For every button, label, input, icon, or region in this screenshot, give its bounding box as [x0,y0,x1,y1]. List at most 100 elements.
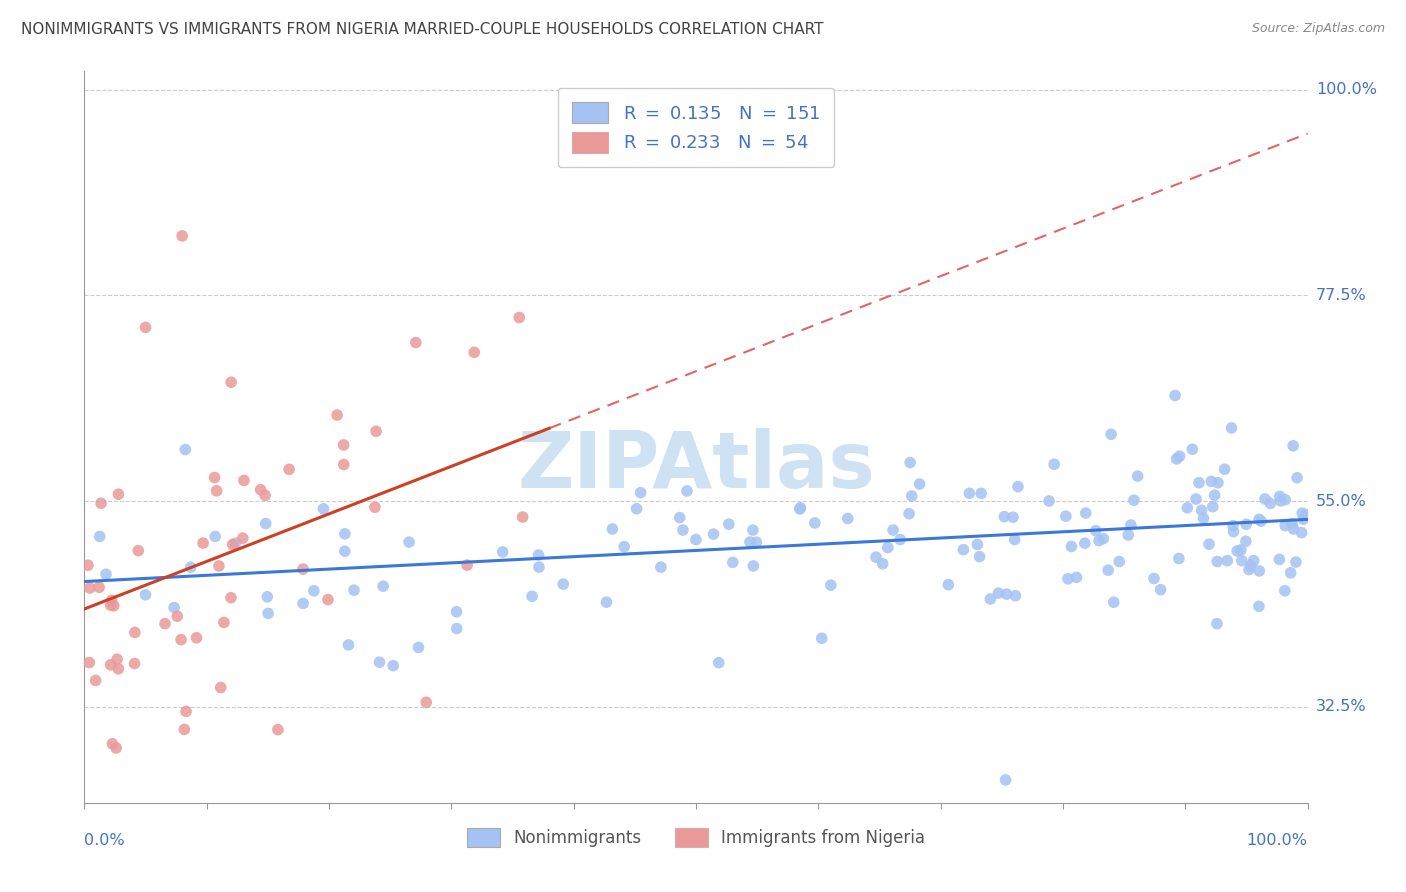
Point [107,487,129,501]
Point [613,540,636,554]
Point [1270,494,1292,508]
Point [970,486,993,500]
Point [626,501,648,516]
Point [1230,543,1253,558]
Point [364,425,387,439]
Point [1119,518,1142,533]
Point [79,656,101,670]
Point [205,483,228,498]
Point [738,535,761,549]
Legend: Nonimmigrants, Immigrants from Nigeria: Nonimmigrants, Immigrants from Nigeria [453,814,939,860]
Point [553,577,575,591]
Point [993,509,1015,524]
Point [173,723,195,737]
Point [456,558,478,573]
Point [1202,500,1225,514]
Point [254,516,277,531]
Point [204,529,226,543]
Point [1192,511,1215,525]
Point [1074,506,1097,520]
Point [1282,522,1305,536]
Text: Source: ZipAtlas.com: Source: ZipAtlas.com [1251,22,1385,36]
Point [94,567,117,582]
Point [994,772,1017,787]
Point [1126,469,1149,483]
Point [1088,533,1111,548]
Point [191,536,214,550]
Point [1149,582,1171,597]
Point [1230,554,1253,568]
Point [408,640,430,655]
Point [292,562,315,576]
Point [267,723,290,737]
Point [174,705,197,719]
Point [124,657,146,671]
Point [225,536,247,550]
Point [101,737,124,751]
Point [398,535,420,549]
Point [882,523,904,537]
Point [1268,489,1291,503]
Point [1057,572,1080,586]
Point [508,310,530,325]
Point [1249,564,1271,578]
Point [1226,544,1249,558]
Point [172,228,194,243]
Point [1249,512,1271,526]
Point [89,580,111,594]
Point [876,541,898,555]
Point [186,631,208,645]
Point [952,542,974,557]
Point [209,681,232,695]
Point [810,632,832,646]
Point [364,500,387,515]
Point [745,535,768,549]
Text: 32.5%: 32.5% [1316,699,1367,714]
Point [446,605,468,619]
Text: 100.0%: 100.0% [1316,82,1376,97]
Point [1282,439,1305,453]
Text: ZIPAtlas: ZIPAtlas [517,428,875,504]
Point [1281,516,1303,531]
Point [1001,510,1024,524]
Point [1181,442,1204,457]
Point [90,496,112,510]
Point [837,511,859,525]
Point [702,527,724,541]
Point [208,558,231,573]
Point [170,632,193,647]
Point [332,438,354,452]
Point [1206,554,1229,568]
Point [1188,475,1211,490]
Point [1204,488,1226,502]
Point [212,615,235,630]
Point [166,609,188,624]
Point [89,529,111,543]
Point [900,489,922,503]
Point [1295,508,1317,522]
Point [1060,540,1083,554]
Point [326,408,349,422]
Text: 77.5%: 77.5% [1316,288,1367,303]
Point [1099,427,1122,442]
Point [332,458,354,472]
Point [180,560,202,574]
Point [1274,518,1296,533]
Point [100,593,122,607]
Point [1097,563,1119,577]
Point [1247,599,1270,614]
Point [153,616,176,631]
Text: 100.0%: 100.0% [1247,833,1308,848]
Point [1216,554,1239,568]
Point [1177,500,1199,515]
Point [1243,554,1265,568]
Text: NONIMMIGRANTS VS IMMIGRANTS FROM NIGERIA MARRIED-COUPLE HOUSEHOLDS CORRELATION C: NONIMMIGRANTS VS IMMIGRANTS FROM NIGERIA… [21,22,824,37]
Point [1220,421,1243,435]
Point [219,376,242,390]
Point [257,607,280,621]
Point [889,533,911,547]
Point [650,560,672,574]
Point [1274,492,1296,507]
Point [1092,532,1115,546]
Point [368,655,391,669]
